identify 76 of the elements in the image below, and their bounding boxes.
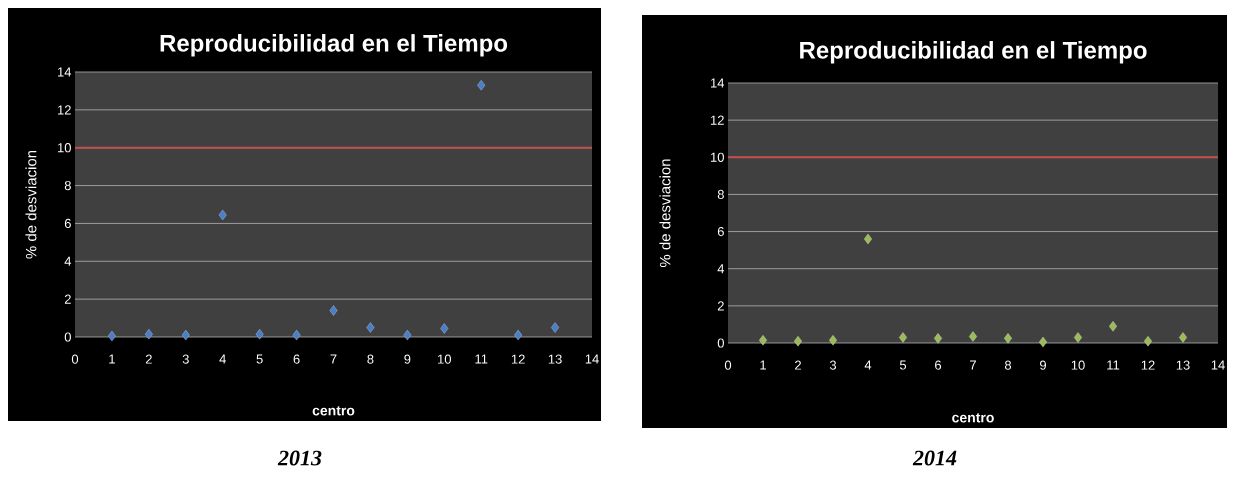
point xyxy=(255,328,264,340)
point xyxy=(899,332,907,343)
x-tick-label: 13 xyxy=(548,354,562,364)
x-tick-label: 10 xyxy=(438,354,452,364)
y-tick-label: 12 xyxy=(711,115,724,125)
chart-title: Reproducibilidad en el Tiempo xyxy=(800,41,1147,64)
point xyxy=(551,322,560,333)
point xyxy=(366,322,375,333)
x-tick-label: 12 xyxy=(1141,360,1155,370)
x-tick-label: 12 xyxy=(511,354,525,364)
point xyxy=(829,335,837,346)
y-tick-label: 0 xyxy=(64,332,71,342)
y-tick-label: 0 xyxy=(717,338,724,348)
y-tick-label: 14 xyxy=(711,78,725,88)
point xyxy=(144,328,153,340)
x-tick-label: 13 xyxy=(1176,360,1190,370)
x-tick-label: 8 xyxy=(367,354,374,364)
y-tick-label: 8 xyxy=(64,180,71,191)
y-tick-label: 4 xyxy=(717,264,725,274)
x-axis-title: centro xyxy=(312,406,355,416)
y-axis-title: % de desviacion xyxy=(25,150,37,259)
x-tick-label: 3 xyxy=(829,360,837,370)
text: 2013 xyxy=(277,450,322,466)
y-axis-title: % de desviacion xyxy=(659,159,671,268)
x-tick-label: 5 xyxy=(899,360,907,370)
point xyxy=(218,209,227,221)
chart-title: Reproducibilidad en el Tiempo xyxy=(160,34,508,57)
y-tick-label: 6 xyxy=(64,218,71,229)
y-tick-label: 8 xyxy=(717,189,724,200)
x-tick-label: 6 xyxy=(293,354,300,364)
x-tick-label: 9 xyxy=(1040,360,1047,370)
point xyxy=(934,333,942,344)
point xyxy=(440,323,449,334)
x-tick-label: 7 xyxy=(330,354,337,364)
x-axis-title: centro xyxy=(952,413,994,423)
point xyxy=(181,329,190,341)
point xyxy=(759,335,767,346)
x-tick-label: 4 xyxy=(864,360,872,370)
y-tick-label: 2 xyxy=(717,301,724,311)
point xyxy=(1179,332,1187,343)
x-tick-label: 2 xyxy=(145,354,152,364)
x-tick-label: 0 xyxy=(724,360,732,370)
x-tick-label: 10 xyxy=(1071,360,1085,370)
x-tick-label: 2 xyxy=(795,360,801,370)
x-tick-label: 11 xyxy=(475,354,488,364)
y-tick-label: 2 xyxy=(64,294,71,304)
point xyxy=(477,80,486,91)
x-tick-label: 1 xyxy=(109,354,115,364)
point xyxy=(1074,332,1082,343)
y-tick-label: 10 xyxy=(58,143,71,153)
y-tick-label: 6 xyxy=(717,226,724,237)
y-tick-label: 14 xyxy=(58,67,72,77)
point xyxy=(292,329,301,341)
x-tick-label: 7 xyxy=(970,360,976,370)
y-tick-label: 4 xyxy=(64,256,72,266)
point xyxy=(1109,321,1117,332)
x-tick-label: 1 xyxy=(760,360,766,370)
point xyxy=(329,305,338,316)
point xyxy=(403,329,412,341)
x-tick-label: 0 xyxy=(71,354,79,364)
x-tick-label: 4 xyxy=(219,354,226,364)
y-tick-label: 12 xyxy=(58,105,71,115)
point xyxy=(1004,333,1012,344)
y-tick-label: 10 xyxy=(711,152,724,162)
point xyxy=(969,331,977,342)
text: 2014 xyxy=(912,450,957,466)
point xyxy=(514,329,523,341)
x-tick-label: 11 xyxy=(1107,360,1120,370)
x-tick-label: 14 xyxy=(1211,360,1225,370)
point xyxy=(107,330,116,342)
x-tick-label: 3 xyxy=(182,354,189,364)
x-tick-label: 8 xyxy=(1004,360,1012,370)
x-tick-label: 5 xyxy=(256,354,263,364)
x-tick-label: 6 xyxy=(935,360,942,370)
x-tick-label: 9 xyxy=(404,354,411,364)
x-tick-label: 14 xyxy=(585,354,599,364)
